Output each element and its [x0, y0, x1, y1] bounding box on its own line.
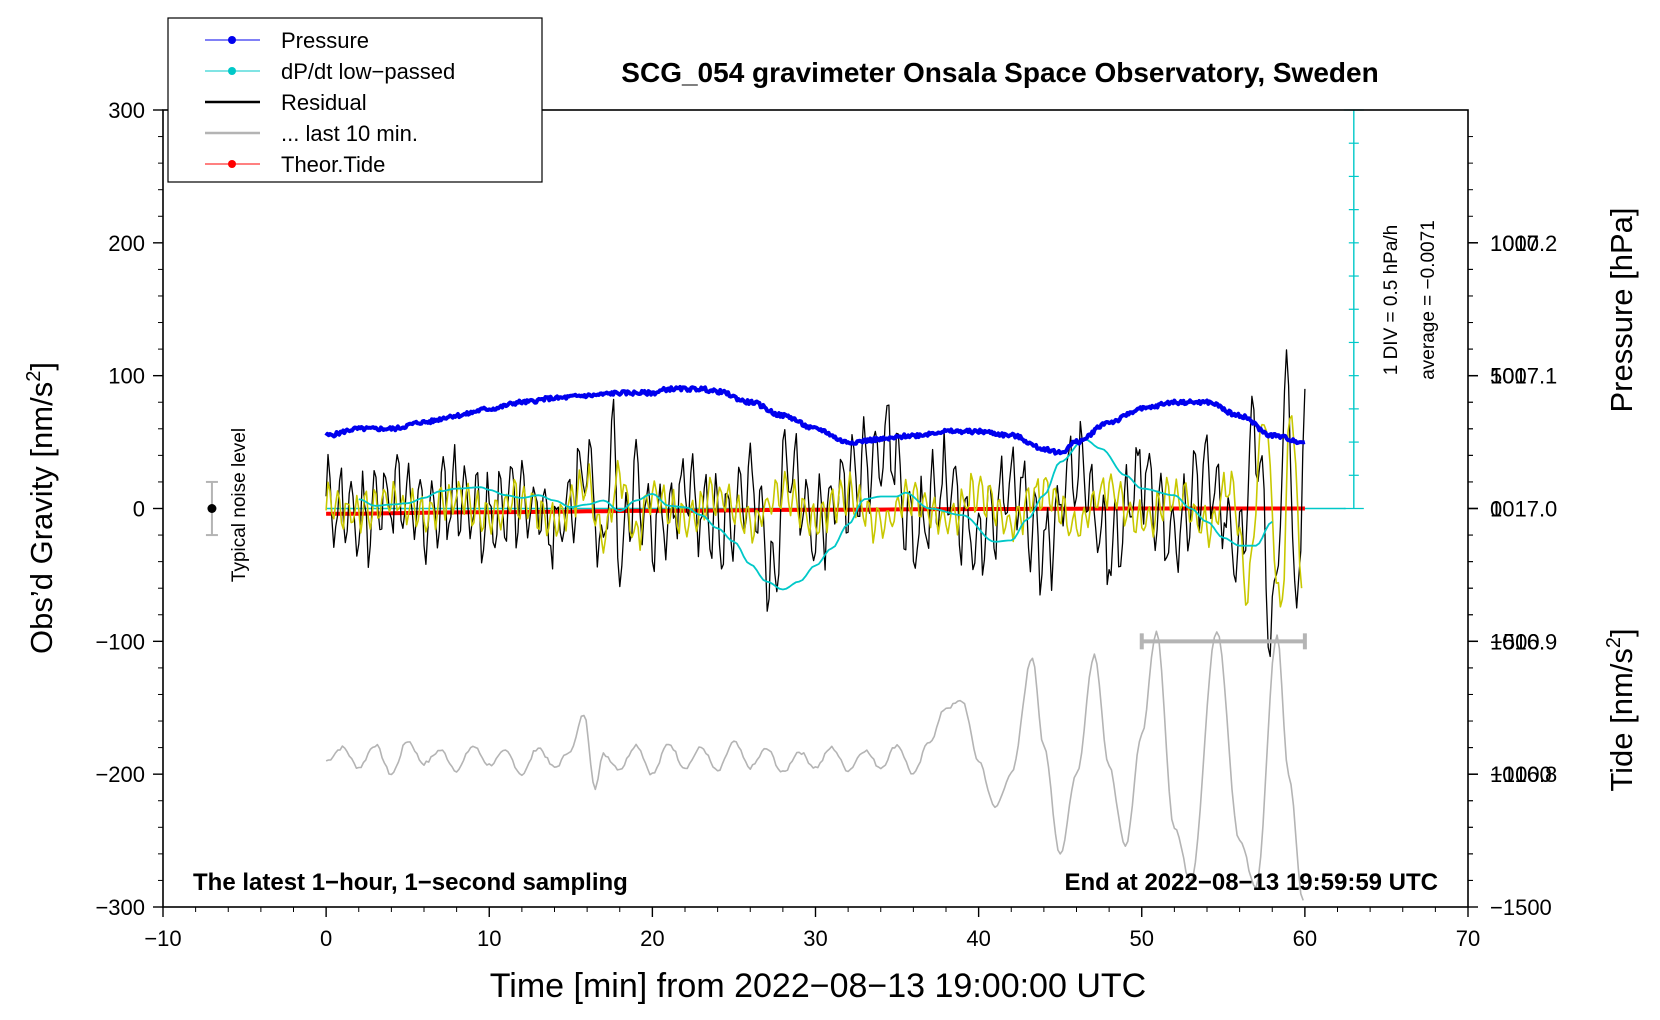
noise-dot	[207, 504, 217, 513]
legend-label: Residual	[281, 90, 367, 115]
x-tick-label: 0	[320, 926, 332, 951]
plot-area	[205, 109, 1364, 901]
legend-marker	[228, 36, 236, 44]
y-tide-tick-label: 0	[1490, 497, 1502, 522]
series-dpdt	[358, 438, 1273, 591]
y-left-tick-label: −200	[95, 762, 145, 787]
y-left-axis-label-sup: 2	[23, 371, 45, 382]
y-pressure-axis-label: Pressure [hPa]	[1604, 207, 1639, 412]
legend: Pressure dP/dt low−passed Residual ... last…	[167, 17, 543, 183]
y-tide-tick-label: 1000	[1490, 231, 1539, 256]
legend-label: dP/dt low−passed	[281, 59, 455, 84]
y-tide-tick-label: −500	[1490, 629, 1540, 654]
noise-label: Typical noise level	[229, 428, 250, 582]
y-tide-axis-label-sup: 2	[1603, 637, 1625, 648]
y-left-tick-label: 300	[108, 98, 145, 123]
x-axis-label: Time [min] from 2022−08−13 19:00:00 UTC	[490, 967, 1146, 1005]
footer-right: End at 2022−08−13 19:59:59 UTC	[1064, 869, 1438, 896]
y-left-tick-label: 0	[133, 497, 145, 522]
y-left-axis-label-main: Obs’d Gravity [nm/s	[24, 382, 59, 654]
labels: Typical noise level 1 DIV = 0.5 hPa/h aver…	[23, 57, 1639, 1005]
legend-label: ... last 10 min.	[281, 121, 418, 146]
dpdt-scale-label: 1 DIV = 0.5 hPa/h	[1381, 225, 1402, 376]
y-tide-axis-label-end: ]	[1604, 628, 1639, 637]
series-residual-filtered	[325, 415, 1303, 608]
legend-marker	[228, 67, 236, 75]
y-tide-tick-label: −1000	[1490, 762, 1552, 787]
x-tick-label: 60	[1293, 926, 1317, 951]
x-tick-label: 10	[477, 926, 501, 951]
y-pressure-tick-label: 1016.8	[1490, 762, 1557, 787]
y-pressure-tick-label: 1017.1	[1490, 364, 1557, 389]
x-tick-label: 40	[966, 926, 990, 951]
y-left-tick-label: 100	[108, 364, 145, 389]
y-left-axis-label-end: ]	[24, 362, 59, 371]
y-pressure-tick-label: 1017.0	[1490, 497, 1557, 522]
y-left-tick-label: 200	[108, 231, 145, 256]
y-pressure-tick-label: 1016.9	[1490, 629, 1557, 654]
x-tick-label: 50	[1130, 926, 1154, 951]
legend-box	[167, 17, 543, 183]
chart-title: SCG_054 gravimeter Onsala Space Observat…	[621, 57, 1378, 88]
y-pressure-tick-label: 1017.2	[1490, 231, 1557, 256]
y-tide-tick-label: 500	[1490, 364, 1527, 389]
dpdt-average-label: average = −0.0071	[1418, 220, 1439, 380]
legend-marker	[228, 160, 236, 168]
y-left-tick-label: −300	[95, 895, 145, 920]
x-tick-label: 20	[640, 926, 664, 951]
x-tick-label: 70	[1456, 926, 1480, 951]
series-pressure	[324, 385, 1306, 456]
legend-label: Pressure	[281, 28, 369, 53]
y-tide-axis-label-main: Tide [nm/s	[1604, 648, 1639, 792]
axes: −10 0 10 20 30 40 50 60 703002001000−100−200−300…	[95, 98, 1557, 951]
x-tick-label: 30	[803, 926, 827, 951]
legend-label: Theor.Tide	[281, 152, 385, 177]
x-tick-label: −10	[144, 926, 181, 951]
footer-left: The latest 1−hour, 1−second sampling	[193, 869, 628, 896]
y-left-tick-label: −100	[95, 629, 145, 654]
series-last-10-min	[325, 630, 1304, 901]
y-tide-axis-label: Tide [nm/s2]	[1603, 628, 1639, 791]
series-residual	[325, 349, 1306, 658]
y-tide-tick-label: −1500	[1490, 895, 1552, 920]
y-left-axis-label: Obs’d Gravity [nm/s2]	[23, 362, 59, 654]
